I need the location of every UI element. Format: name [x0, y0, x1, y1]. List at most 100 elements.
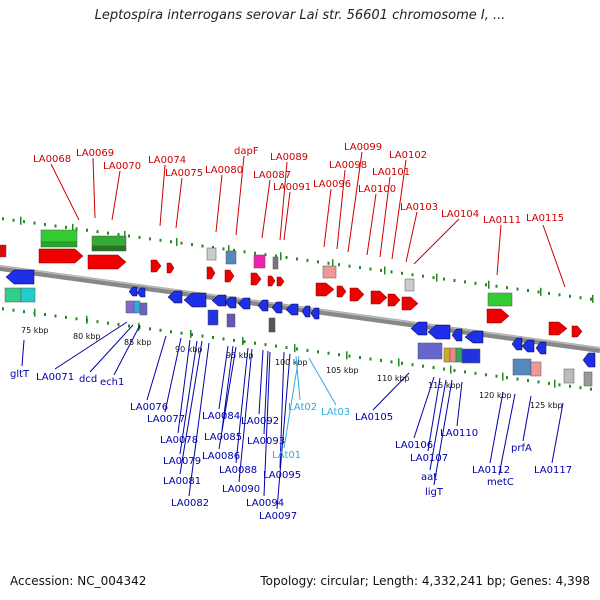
- reverse-gene-arrow[interactable]: [167, 290, 183, 304]
- gene-label[interactable]: LA0087: [253, 170, 291, 181]
- reverse-gene-arrow[interactable]: [128, 286, 138, 297]
- gene-box[interactable]: [125, 300, 135, 314]
- gene-label[interactable]: ligT: [425, 487, 444, 498]
- gene-label[interactable]: LA0098: [329, 160, 367, 171]
- gene-label[interactable]: LAt03: [321, 407, 350, 418]
- gene-label[interactable]: LA0088: [219, 465, 257, 476]
- reverse-gene-arrow[interactable]: [521, 339, 535, 353]
- reverse-gene-arrow[interactable]: [5, 269, 35, 285]
- reverse-gene-arrow[interactable]: [535, 341, 547, 355]
- gene-label[interactable]: LA0102: [389, 150, 427, 161]
- gene-label[interactable]: LA0104: [441, 209, 479, 220]
- pseudo-gene-box[interactable]: [563, 368, 575, 384]
- gene-label[interactable]: LA0117: [534, 465, 572, 476]
- gene-box[interactable]: [512, 358, 532, 376]
- rna-gene-box[interactable]: [40, 229, 78, 243]
- gene-label[interactable]: LA0079: [163, 456, 201, 467]
- gene-label[interactable]: LA0100: [358, 184, 396, 195]
- forward-gene-arrow[interactable]: [315, 282, 335, 297]
- gene-box[interactable]: [133, 300, 141, 314]
- gene-box[interactable]: [417, 342, 443, 360]
- gene-label[interactable]: LA0110: [440, 428, 478, 439]
- rna-gene-box[interactable]: [91, 245, 127, 252]
- forward-gene-arrow[interactable]: [224, 269, 235, 283]
- rna-gene-box[interactable]: [91, 235, 127, 247]
- gene-label[interactable]: LA0101: [372, 167, 410, 178]
- gene-label[interactable]: aat: [421, 472, 437, 483]
- gene-label[interactable]: LA0106: [395, 440, 433, 451]
- reverse-gene-arrow[interactable]: [427, 324, 451, 340]
- gene-label[interactable]: prfA: [511, 443, 532, 454]
- gene-label[interactable]: LA0095: [263, 470, 301, 481]
- gene-label[interactable]: dcd: [79, 374, 97, 385]
- gene-label[interactable]: LA0090: [222, 484, 260, 495]
- gene-box[interactable]: [225, 250, 237, 265]
- gene-box[interactable]: [20, 287, 36, 303]
- gene-label[interactable]: LA0074: [148, 155, 186, 166]
- gene-label[interactable]: LA0081: [163, 476, 201, 487]
- pseudo-gene-box[interactable]: [272, 256, 279, 270]
- reverse-gene-arrow[interactable]: [271, 301, 283, 314]
- reverse-gene-arrow[interactable]: [451, 328, 463, 342]
- gene-label[interactable]: LA0084: [202, 411, 240, 422]
- forward-gene-arrow[interactable]: [87, 254, 127, 270]
- forward-gene-arrow[interactable]: [548, 321, 568, 336]
- forward-gene-arrow[interactable]: [250, 272, 262, 286]
- gene-label[interactable]: LA0105: [355, 412, 393, 423]
- forward-gene-arrow[interactable]: [166, 262, 175, 274]
- gene-label[interactable]: LA0094: [246, 498, 284, 509]
- gene-label[interactable]: LA0107: [410, 453, 448, 464]
- reverse-gene-arrow[interactable]: [211, 294, 227, 307]
- forward-gene-arrow[interactable]: [276, 276, 285, 287]
- forward-gene-arrow[interactable]: [370, 290, 388, 305]
- gene-label[interactable]: LA0103: [400, 202, 438, 213]
- gene-box[interactable]: [0, 244, 7, 258]
- reverse-gene-arrow[interactable]: [285, 303, 299, 316]
- forward-gene-arrow[interactable]: [349, 287, 365, 302]
- gene-label[interactable]: LAt01: [272, 450, 301, 461]
- gene-box[interactable]: [139, 302, 148, 316]
- gene-label[interactable]: LA0076: [130, 402, 168, 413]
- gene-features[interactable]: [0, 229, 596, 387]
- gene-box[interactable]: [322, 265, 337, 279]
- gene-label[interactable]: LA0082: [171, 498, 209, 509]
- gene-label[interactable]: LA0069: [76, 148, 114, 159]
- gene-box[interactable]: [530, 361, 542, 377]
- gene-box[interactable]: [461, 348, 481, 364]
- gene-label[interactable]: LA0115: [526, 213, 564, 224]
- gene-label[interactable]: LA0097: [259, 511, 297, 522]
- forward-gene-arrow[interactable]: [486, 308, 510, 324]
- forward-gene-arrow[interactable]: [571, 325, 583, 338]
- reverse-gene-arrow[interactable]: [257, 299, 269, 312]
- pseudo-gene-box[interactable]: [268, 317, 276, 333]
- gene-label[interactable]: LA0091: [273, 182, 311, 193]
- gene-labels[interactable]: LA0068 LA0069 LA0070 LA0074 LA0075 LA0080 dapF…: [10, 142, 572, 522]
- gene-label[interactable]: LA0068: [33, 154, 71, 165]
- gene-label[interactable]: ech1: [100, 377, 124, 388]
- gene-label[interactable]: LA0111: [483, 215, 521, 226]
- gene-label[interactable]: LA0086: [202, 451, 240, 462]
- gene-label[interactable]: LA0093: [247, 436, 285, 447]
- reverse-gene-arrow[interactable]: [511, 337, 523, 351]
- forward-gene-arrow[interactable]: [267, 275, 276, 287]
- forward-gene-arrow[interactable]: [401, 296, 419, 311]
- gene-label[interactable]: LA0075: [165, 168, 203, 179]
- reverse-gene-arrow[interactable]: [464, 330, 484, 344]
- pseudo-gene-box[interactable]: [583, 371, 593, 387]
- gene-box[interactable]: [449, 347, 457, 363]
- reverse-gene-arrow[interactable]: [310, 307, 320, 320]
- gene-label[interactable]: LA0092: [241, 416, 279, 427]
- pseudo-gene-box[interactable]: [404, 278, 415, 292]
- rna-gene-box[interactable]: [487, 292, 513, 307]
- rna-gene-box[interactable]: [40, 241, 78, 248]
- pseudo-gene-box[interactable]: [206, 247, 217, 261]
- forward-gene-arrow[interactable]: [387, 293, 401, 307]
- gene-label[interactable]: LA0078: [160, 435, 198, 446]
- gene-label[interactable]: LA0080: [205, 165, 243, 176]
- gene-label[interactable]: LA0077: [147, 414, 185, 425]
- gene-label[interactable]: LA0089: [270, 152, 308, 163]
- gene-label[interactable]: LA0099: [344, 142, 382, 153]
- gene-box[interactable]: [443, 347, 451, 363]
- reverse-gene-arrow[interactable]: [582, 352, 596, 368]
- reverse-gene-arrow[interactable]: [136, 287, 146, 298]
